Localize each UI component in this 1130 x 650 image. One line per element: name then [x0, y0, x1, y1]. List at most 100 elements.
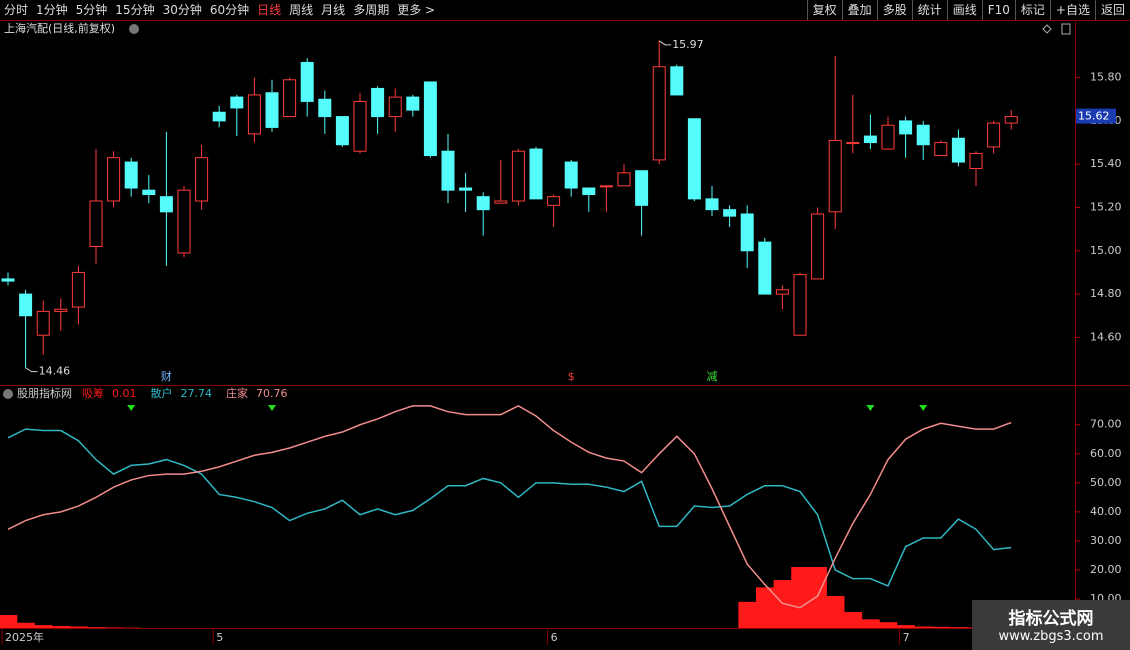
annotation: 15.97: [672, 38, 704, 51]
y-tick-label: 40.00: [1090, 505, 1122, 518]
bar: [861, 619, 880, 628]
candle-body: [265, 92, 279, 128]
legend-value: 27.74: [181, 387, 213, 400]
candle-body: [142, 189, 156, 196]
candle-body: [36, 310, 50, 336]
candle-body: [71, 271, 85, 308]
period-tab[interactable]: 更多 >: [397, 3, 436, 17]
candle-body: [476, 196, 490, 211]
candle-body: [124, 161, 138, 189]
y-tick-label: 60.00: [1090, 447, 1122, 460]
bar: [738, 601, 757, 628]
tool-button[interactable]: +自选: [1049, 0, 1095, 20]
candle-body: [670, 66, 684, 96]
period-tab[interactable]: 分时: [4, 3, 29, 17]
candle-body: [881, 124, 895, 150]
tool-button[interactable]: 标记: [1014, 0, 1050, 20]
tool-button[interactable]: 叠加: [841, 0, 877, 20]
bar: [0, 614, 18, 628]
tool-button[interactable]: 多股: [876, 0, 912, 20]
candle-body: [230, 96, 244, 109]
panel-icon[interactable]: [1061, 23, 1071, 35]
candle-body: [159, 196, 173, 213]
bar: [791, 567, 810, 628]
tool-button[interactable]: 复权: [806, 0, 842, 20]
annotation: 14.46: [39, 365, 71, 378]
bar: [808, 567, 827, 628]
y-tick-label: 70.00: [1090, 418, 1122, 431]
y-tick-label: 30.00: [1090, 534, 1122, 547]
candle-body: [1, 278, 15, 282]
tool-button[interactable]: 画线: [946, 0, 982, 20]
y-tick-label: 14.60: [1090, 330, 1122, 343]
candle-body: [635, 170, 649, 206]
bar: [104, 627, 123, 628]
candle-body: [705, 198, 719, 211]
period-tab[interactable]: 日线: [257, 3, 282, 17]
toolbar: 分时 1分钟 5分钟 15分钟 30分钟 60分钟 日线 周线 月线 多周期 更多 > 复权 叠加 多股…: [0, 0, 1130, 20]
annotation-pointer: [25, 367, 38, 373]
candle-body: [529, 148, 543, 200]
candle-body: [969, 152, 983, 170]
legend-name: 散户: [151, 386, 173, 400]
y-tick-label: 20.00: [1090, 563, 1122, 576]
signal-marker: [919, 405, 928, 411]
signal-marker: [127, 405, 136, 411]
bar: [756, 587, 775, 628]
candle-body: [318, 98, 332, 118]
candle-body: [828, 139, 842, 213]
period-tab[interactable]: 1分钟: [36, 3, 68, 17]
period-tab[interactable]: 月线: [321, 3, 346, 17]
candle-body: [1004, 116, 1018, 124]
y-tick-label: 14.80: [1090, 287, 1122, 300]
legend-value: 0.01: [112, 387, 137, 400]
candle-body: [494, 200, 508, 204]
annotation-pointer: [658, 40, 672, 46]
bar: [826, 596, 845, 628]
tool-button[interactable]: 统计: [911, 0, 947, 20]
signal-marker: [268, 405, 276, 411]
bar: [87, 627, 106, 628]
tool-button[interactable]: F10: [981, 0, 1015, 20]
bar: [34, 625, 53, 628]
y-tick-label: 15.40: [1090, 157, 1122, 170]
indicator-title: 股朋指标网: [17, 386, 72, 400]
candle-body: [388, 96, 402, 118]
line-series: [7, 428, 1012, 587]
bar: [844, 612, 863, 628]
period-tab[interactable]: 周线: [289, 3, 314, 17]
x-tick-label: 6: [551, 631, 558, 644]
period-tab[interactable]: 60分钟: [209, 3, 250, 17]
last-price-tag: [1076, 108, 1116, 124]
dropdown-icon[interactable]: [129, 24, 139, 34]
candle-body: [371, 87, 385, 118]
bar: [16, 622, 35, 628]
legend-value: 70.76: [256, 387, 288, 400]
period-tab[interactable]: 30分钟: [162, 3, 202, 17]
diamond-icon[interactable]: [1042, 24, 1052, 34]
candle-body: [459, 187, 473, 191]
candle-body: [987, 122, 1001, 148]
period-tab[interactable]: 多周期: [353, 3, 390, 17]
candle-body: [899, 120, 913, 135]
period-tab[interactable]: 5分钟: [75, 3, 108, 17]
bar: [69, 626, 88, 628]
tool-button[interactable]: 返回: [1094, 0, 1130, 20]
bar: [879, 622, 898, 628]
legend-name: 吸筹: [82, 386, 104, 400]
candle-body: [599, 185, 613, 188]
x-tick-label: 2025年: [5, 630, 44, 644]
y-tick-label: 50.00: [1090, 476, 1122, 489]
y-tick-label: 15.80: [1090, 71, 1122, 84]
candle-body: [793, 274, 807, 336]
candle-body: [652, 66, 666, 161]
candle-body: [863, 135, 877, 144]
bar: [52, 625, 71, 628]
candle-body: [564, 161, 578, 189]
dropdown-icon[interactable]: [3, 389, 13, 399]
candle-body: [423, 81, 437, 157]
x-tick-label: 7: [903, 631, 910, 644]
period-tab[interactable]: 15分钟: [115, 3, 155, 17]
candle-body: [247, 94, 261, 135]
